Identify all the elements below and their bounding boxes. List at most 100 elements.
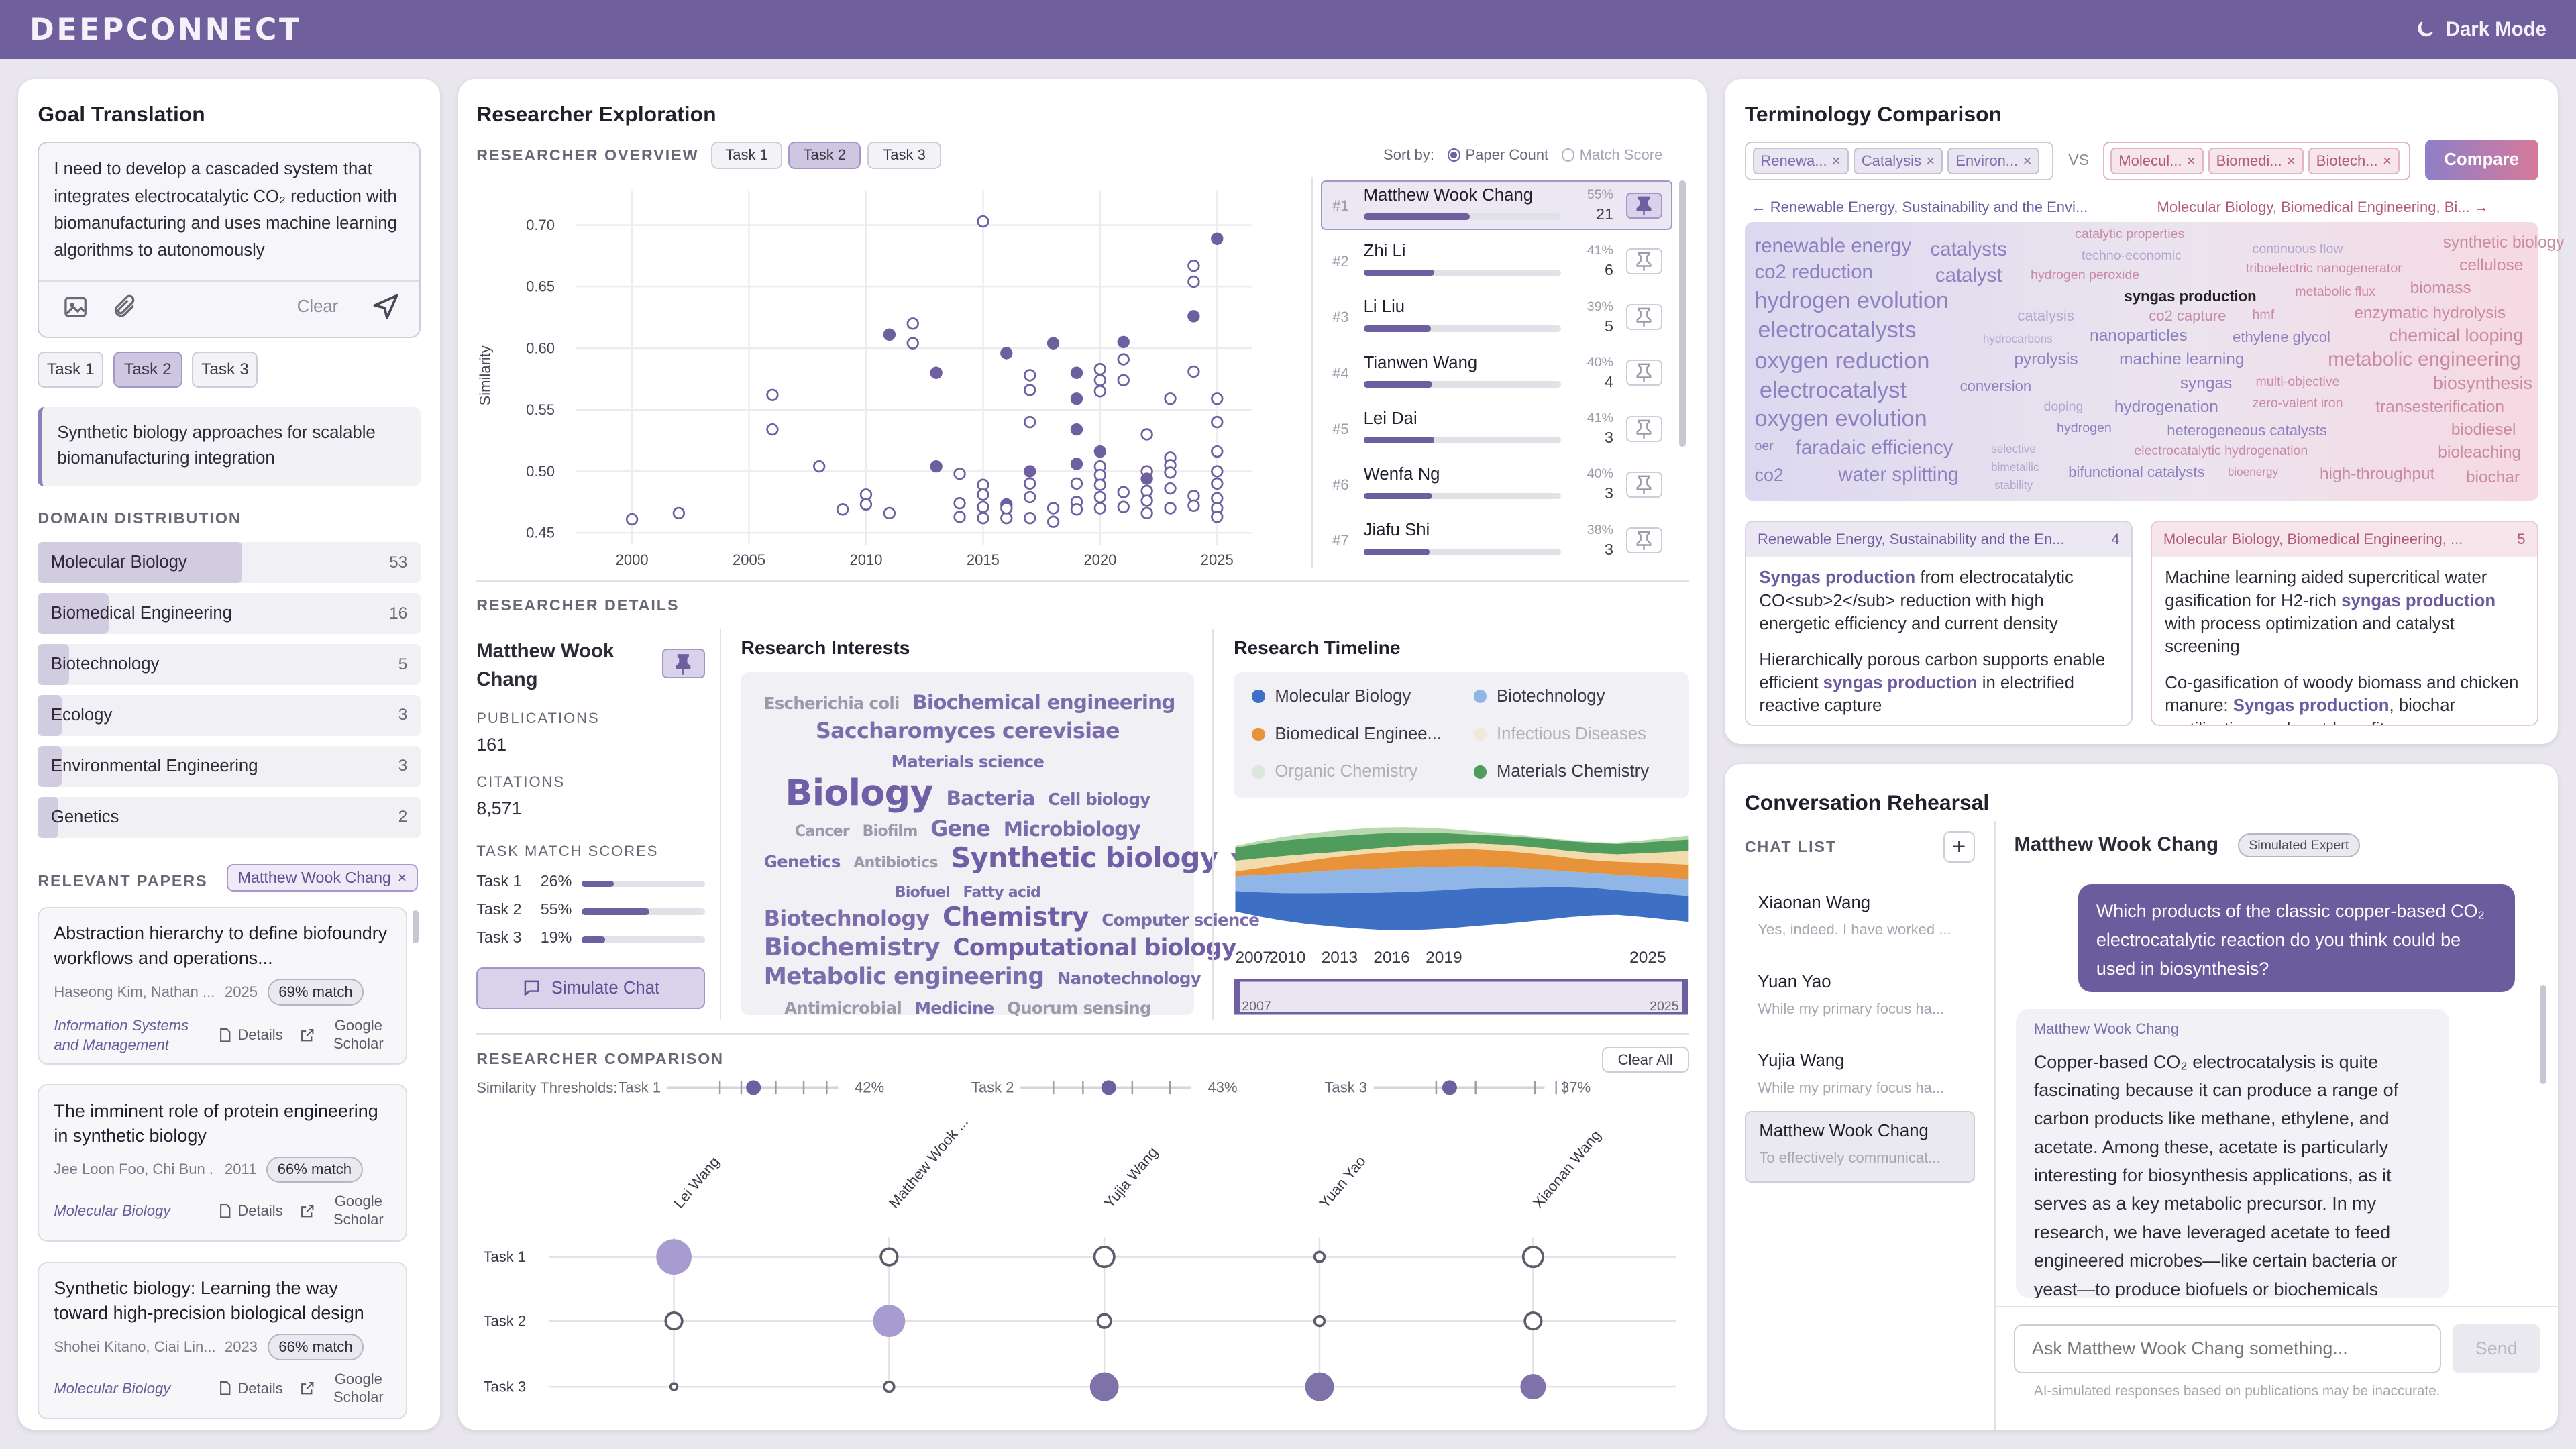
paper-point[interactable] [1070,478,1083,490]
domain-row[interactable]: Biomedical Engineering 16 [38,593,421,635]
term-word[interactable]: high-throughput [2319,465,2435,484]
term-word[interactable]: bioenergy [2227,465,2279,479]
comparison-score-dot[interactable] [655,1239,692,1275]
image-upload-icon[interactable] [62,294,89,320]
timeline-stream[interactable] [1235,843,1689,872]
term-word[interactable]: pyrolysis [2014,350,2078,368]
paper-point[interactable] [1117,336,1130,349]
comparison-score-dot[interactable] [1521,1245,1544,1268]
paper-point[interactable] [1117,353,1130,366]
paper-point[interactable] [1210,416,1223,429]
term-word[interactable]: ethylene glycol [2233,328,2330,345]
paper-point[interactable] [1070,503,1083,517]
paper-point[interactable] [1117,486,1130,499]
paper-point[interactable] [1210,465,1223,478]
ranking-row[interactable]: #4 Tianwen Wang 40% 4 [1321,348,1672,397]
term-word[interactable]: stability [1994,478,2033,492]
paper-point[interactable] [1210,492,1223,505]
term-word[interactable]: metabolic engineering [2328,348,2521,371]
paper-point[interactable] [953,511,966,524]
comparison-score-dot[interactable] [1313,1250,1326,1263]
paper-point[interactable] [1163,502,1177,515]
term-word[interactable]: conversion [1960,378,2032,395]
paper-point[interactable] [1140,428,1153,441]
comparison-score-dot[interactable] [1519,1373,1546,1399]
author-filter-chip[interactable]: Matthew Wook Chang × [226,864,418,892]
paper-point[interactable] [1070,458,1083,471]
comparison-score-dot[interactable] [1093,1245,1116,1268]
ranking-row[interactable]: #3 Li Liu 39% 5 [1321,292,1672,341]
remove-chip-icon[interactable]: × [1926,152,1935,169]
timeline-legend-item[interactable]: Organic Chemistry [1252,762,1417,782]
task-tab-1[interactable]: Task 1 [38,352,104,388]
timeline-range-brush[interactable] [1234,979,1688,1015]
paper-point[interactable] [859,498,872,511]
paper-point[interactable] [906,337,919,350]
paper-card[interactable]: Abstraction hierarchy to define biofound… [38,906,408,1065]
paper-point[interactable] [1163,466,1177,480]
term-word[interactable]: biomass [2410,279,2471,298]
comparison-score-dot[interactable] [663,1311,684,1331]
term-word[interactable]: co2 [1754,465,1784,486]
paper-point[interactable] [1046,502,1059,515]
pin-button[interactable] [1626,527,1663,554]
term-word[interactable]: faradaic efficiency [1795,437,1953,460]
term-word[interactable]: doping [2043,399,2084,415]
term-word[interactable]: syngas [2180,374,2233,393]
field-chip[interactable]: Catalysis × [1853,148,1943,174]
paper-point[interactable] [1140,507,1153,520]
sort-paper-count[interactable]: Paper Count [1447,146,1548,164]
sort-match-score[interactable]: Match Score [1561,146,1662,164]
paper-point[interactable] [765,389,779,402]
researcher-comparison-chart[interactable]: Task 1 42% Task 2 43% Task 3 37% Task 1 Task 2 T… [467,1068,1699,1421]
overview-task-2[interactable]: Task 2 [788,141,861,170]
paper-point[interactable] [1046,516,1059,529]
pin-button[interactable] [1626,192,1663,219]
google-scholar-link[interactable]: Google Scholar [299,1193,391,1229]
term-word[interactable]: electrocatalyst [1759,378,1907,404]
remove-chip-icon[interactable]: × [2023,152,2032,169]
threshold-slider-handle[interactable] [1442,1080,1457,1095]
paper-point[interactable] [1140,494,1153,508]
paper-point[interactable] [765,423,779,436]
paper-point[interactable] [1093,363,1106,376]
paper-point[interactable] [976,501,989,514]
overview-task-3[interactable]: Task 3 [867,141,942,170]
term-word[interactable]: oer [1754,438,1774,453]
term-word[interactable]: triboelectric nanogenerator [2245,261,2402,276]
paper-point[interactable] [1093,502,1106,515]
term-word[interactable]: metabolic flux [2295,284,2375,299]
paper-point[interactable] [836,503,849,517]
paper-point[interactable] [929,367,943,380]
pin-button[interactable] [1626,415,1663,442]
chat-list-item[interactable]: Yujia Wang While my primary focus ha... [1745,1042,1975,1114]
paper-title[interactable]: The imminent role of protein engineering… [54,1100,378,1146]
paper-point[interactable] [1023,369,1036,382]
paper-point[interactable] [1070,392,1083,405]
term-word[interactable]: techno-economic [2081,248,2182,263]
paper-point[interactable] [1093,445,1106,458]
paper-point[interactable] [1000,512,1012,525]
dark-mode-toggle[interactable]: Dark Mode [2414,18,2546,41]
field-chip[interactable]: Environ... × [1947,148,2040,174]
chat-input[interactable] [2014,1324,2442,1374]
paper-title[interactable]: Abstraction hierarchy to define biofound… [54,923,388,969]
task-tab-3[interactable]: Task 3 [192,352,258,388]
paper-point[interactable] [976,512,989,525]
paper-point[interactable] [1070,367,1083,380]
attach-icon[interactable] [111,294,138,320]
term-word[interactable]: hydrogen peroxide [2030,268,2140,283]
paper-point[interactable] [929,460,943,473]
timeline-legend-item[interactable]: Infectious Diseases [1473,724,1646,744]
query-input[interactable]: I need to develop a cascaded system that… [54,160,397,260]
send-button[interactable]: Send [2453,1324,2540,1374]
paper-point[interactable] [1187,260,1200,272]
paper-point[interactable] [1023,512,1036,525]
threshold-slider-handle[interactable] [745,1080,761,1095]
pin-button[interactable] [1626,304,1663,331]
simulate-chat-button[interactable]: Simulate Chat [476,967,705,1009]
paper-point[interactable] [1117,501,1130,514]
ranking-row[interactable]: #1 Matthew Wook Chang 55% 21 [1321,180,1672,229]
term-word[interactable]: renewable energy [1754,235,1912,258]
term-word[interactable]: catalytic properties [2075,226,2185,241]
